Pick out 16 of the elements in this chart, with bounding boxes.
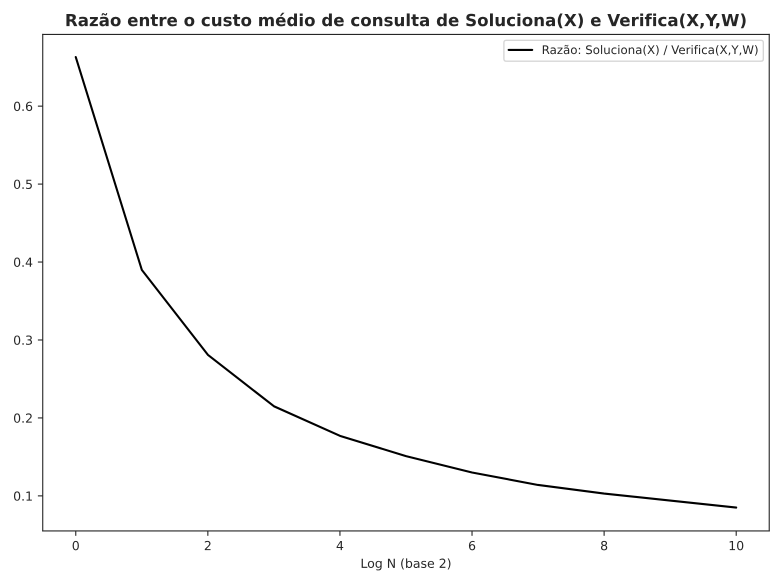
line-series [74,56,738,509]
legend-label: Razão: Soluciona(X) / Verifica(X,Y,W) [542,44,758,56]
x-tick-label: 0 [72,540,79,550]
y-tick-label: 0.5 [14,180,32,190]
y-tick-label: 0.2 [14,413,32,423]
y-tick-label: 0.3 [14,335,32,345]
x-tick-label: 4 [336,541,344,550]
chart-title: Razão entre o custo médio de consulta de Soluciona(X) e Verifica(X,Y,W) [66,12,746,28]
x-tick-label: 2 [204,540,211,550]
x-axis-title: Log N (base 2) [362,558,450,570]
y-tick-label: 0.4 [14,258,32,267]
y-tick-label: 0.1 [14,491,32,501]
x-tick-label: 6 [468,540,476,550]
y-tick-label: 0.6 [14,102,32,112]
x-tick-label: 8 [600,540,608,550]
x-tick-label: 10 [730,540,744,550]
